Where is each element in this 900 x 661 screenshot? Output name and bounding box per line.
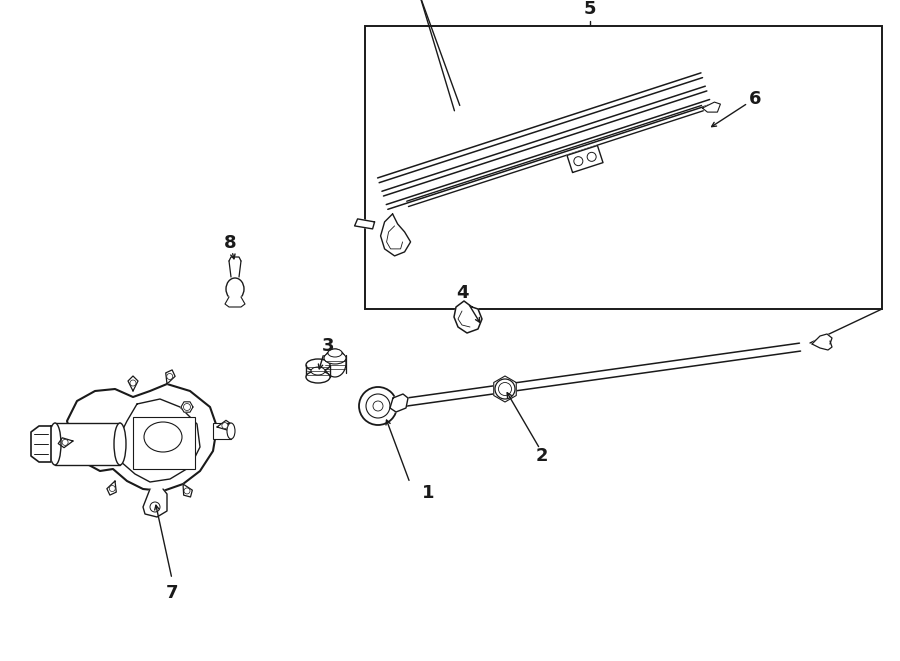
Circle shape <box>62 440 68 446</box>
Text: 2: 2 <box>536 447 548 465</box>
Text: 5: 5 <box>584 0 596 18</box>
Polygon shape <box>225 297 245 307</box>
Polygon shape <box>378 73 703 182</box>
Circle shape <box>587 152 596 161</box>
Ellipse shape <box>226 278 244 300</box>
Text: 4: 4 <box>455 284 468 302</box>
Bar <box>213 423 231 439</box>
Polygon shape <box>381 214 410 256</box>
Circle shape <box>574 157 583 166</box>
Polygon shape <box>107 481 116 495</box>
Polygon shape <box>31 426 51 462</box>
Circle shape <box>184 403 191 410</box>
Polygon shape <box>181 402 193 412</box>
Ellipse shape <box>328 349 342 357</box>
Polygon shape <box>454 301 482 333</box>
Polygon shape <box>494 376 517 402</box>
Polygon shape <box>58 438 73 447</box>
Polygon shape <box>217 420 232 430</box>
Ellipse shape <box>49 423 61 465</box>
Text: 1: 1 <box>422 484 434 502</box>
Circle shape <box>130 380 136 386</box>
Ellipse shape <box>306 371 330 383</box>
Text: 7: 7 <box>166 584 178 602</box>
Polygon shape <box>355 219 374 229</box>
Circle shape <box>499 383 511 395</box>
Circle shape <box>166 373 173 379</box>
Polygon shape <box>567 145 603 173</box>
Text: 6: 6 <box>749 90 761 108</box>
Ellipse shape <box>324 349 346 377</box>
Ellipse shape <box>114 423 126 465</box>
Ellipse shape <box>144 422 182 452</box>
Text: 3: 3 <box>322 337 334 355</box>
Polygon shape <box>67 384 217 491</box>
Circle shape <box>150 502 160 512</box>
Polygon shape <box>812 334 832 350</box>
Polygon shape <box>702 102 720 112</box>
Polygon shape <box>386 100 711 210</box>
Polygon shape <box>183 484 193 497</box>
Circle shape <box>184 488 190 494</box>
Bar <box>365 26 882 309</box>
Polygon shape <box>128 376 138 391</box>
Circle shape <box>222 422 228 428</box>
Polygon shape <box>166 370 176 384</box>
Circle shape <box>373 401 383 411</box>
Ellipse shape <box>227 423 235 439</box>
Text: 8: 8 <box>224 234 237 252</box>
Bar <box>133 417 195 469</box>
Polygon shape <box>143 489 167 517</box>
Circle shape <box>495 379 515 399</box>
Circle shape <box>366 394 390 418</box>
Ellipse shape <box>306 359 330 371</box>
Polygon shape <box>390 394 408 412</box>
Circle shape <box>359 387 397 425</box>
Polygon shape <box>382 86 706 196</box>
Circle shape <box>109 486 115 492</box>
Ellipse shape <box>311 367 325 375</box>
Ellipse shape <box>324 352 346 364</box>
Bar <box>55 423 120 465</box>
